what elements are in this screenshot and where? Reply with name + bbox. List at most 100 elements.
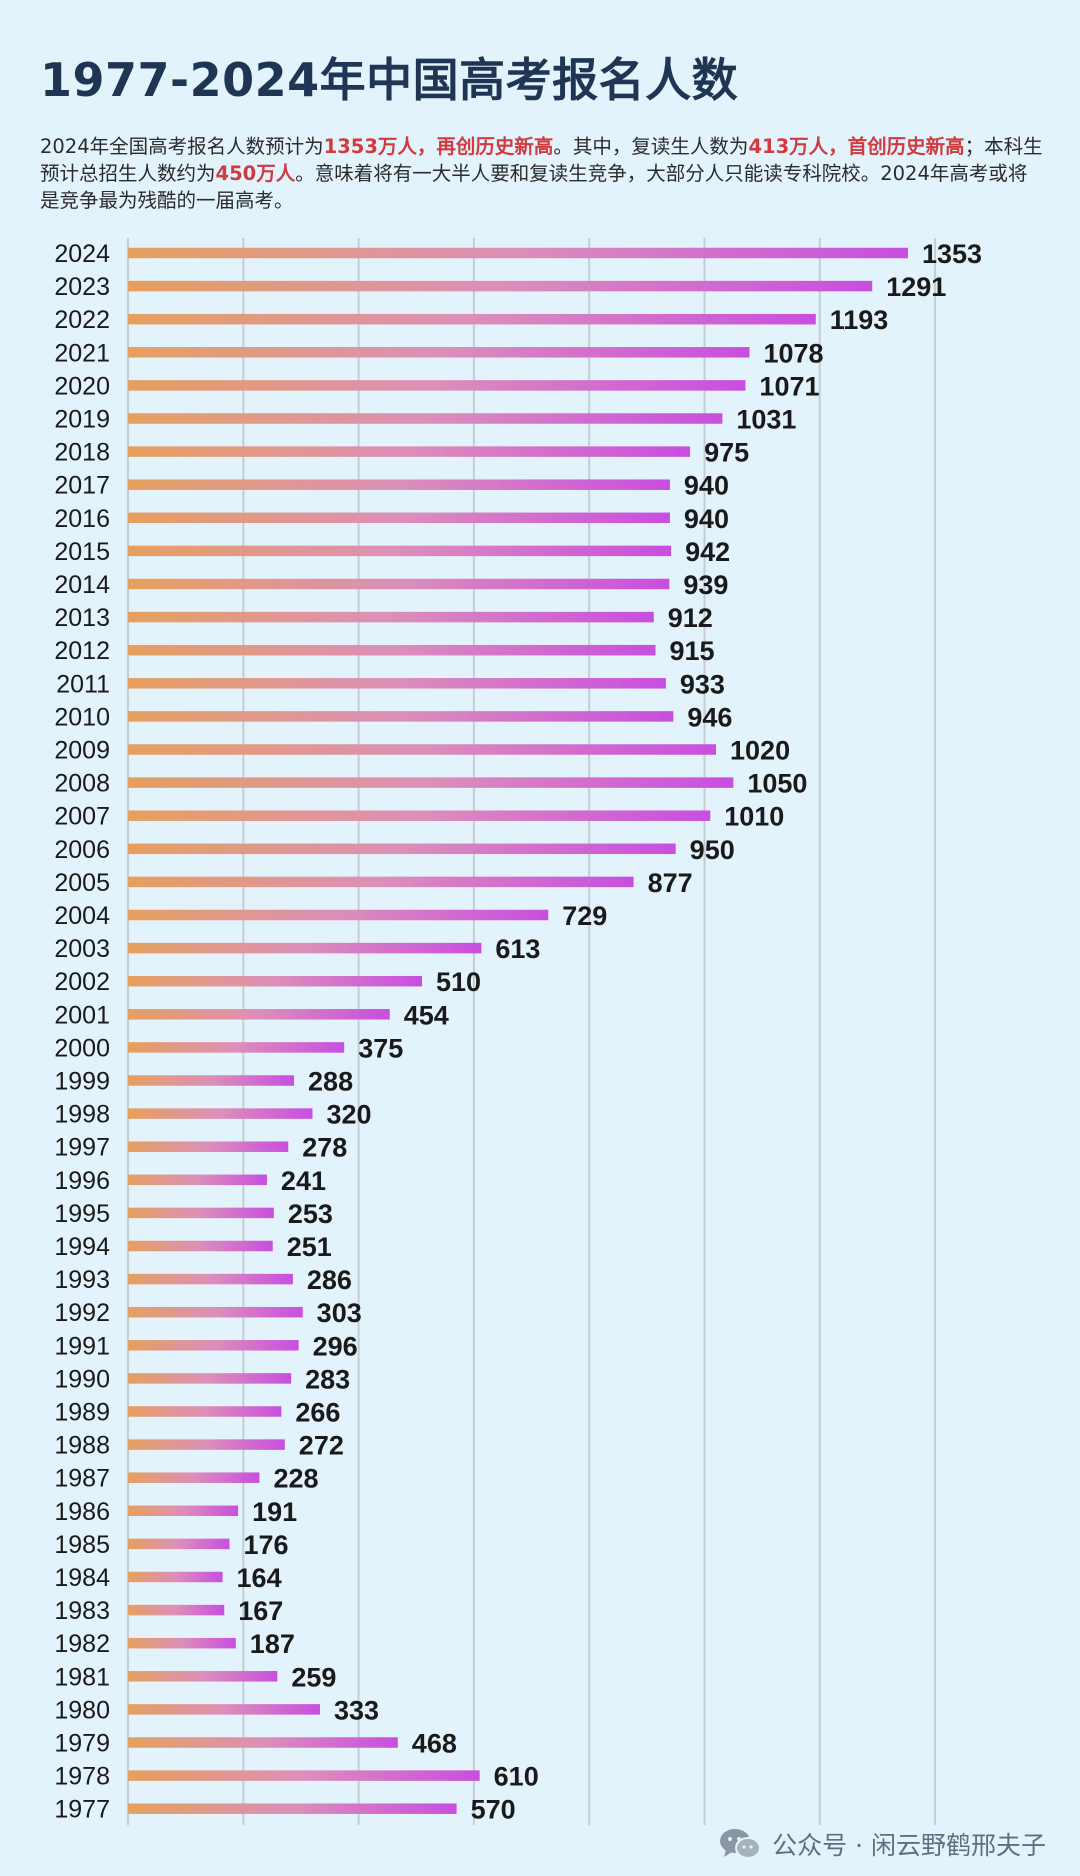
- value-label: 241: [281, 1166, 326, 1196]
- value-label: 266: [295, 1398, 340, 1428]
- bar-2013: [128, 611, 654, 623]
- tick-label: 1978: [54, 1763, 110, 1791]
- subtitle-highlight: 413万人，首创历史新高: [748, 135, 965, 158]
- bar-1985: [128, 1538, 230, 1550]
- bar-2001: [128, 1009, 390, 1020]
- tick-label: 1984: [54, 1564, 110, 1592]
- tick-label: 2016: [54, 505, 110, 533]
- labels: 2024 1353 2023 1291 2022 1193 2021 1078 2020 1071…: [54, 239, 982, 1825]
- bar-1990: [128, 1373, 292, 1384]
- bars: [128, 247, 909, 1814]
- value-label: 283: [305, 1364, 350, 1394]
- subtitle-text: 2024年全国高考报名人数预计为: [40, 135, 324, 158]
- tick-label: 2009: [54, 737, 110, 765]
- tick-label: 1994: [54, 1233, 110, 1261]
- tick-label: 2014: [54, 571, 110, 599]
- bar-2002: [128, 975, 423, 987]
- value-label: 1071: [759, 371, 819, 401]
- value-label: 915: [669, 636, 714, 666]
- gridlines: [127, 238, 937, 1825]
- value-label: 296: [313, 1331, 358, 1361]
- value-label: 253: [288, 1199, 333, 1229]
- value-label: 940: [684, 504, 729, 534]
- tick-label: 1993: [54, 1266, 110, 1294]
- bar-1982: [128, 1637, 236, 1649]
- value-label: 1010: [724, 802, 784, 832]
- tick-label: 1999: [54, 1068, 110, 1096]
- value-label: 940: [684, 471, 729, 501]
- tick-label: 2005: [54, 869, 110, 897]
- bar-2009: [128, 744, 717, 755]
- bar-2003: [128, 942, 482, 954]
- tick-label: 2018: [54, 439, 110, 467]
- value-label: 333: [334, 1695, 379, 1725]
- value-label: 946: [687, 702, 732, 732]
- value-label: 975: [704, 438, 749, 468]
- bar-1996: [128, 1174, 267, 1186]
- value-label: 191: [252, 1497, 297, 1527]
- tick-label: 2004: [54, 902, 110, 930]
- bar-2007: [128, 810, 711, 821]
- value-label: 729: [562, 901, 607, 931]
- tick-label: 2013: [54, 604, 110, 632]
- value-label: 942: [685, 537, 730, 567]
- tick-label: 2000: [54, 1034, 110, 1062]
- value-label: 1031: [736, 405, 796, 435]
- tick-label: 1979: [54, 1730, 110, 1758]
- bar-1986: [128, 1505, 239, 1517]
- page-title: 1977-2024年中国高考报名人数: [40, 53, 739, 107]
- tick-label: 1997: [54, 1134, 110, 1162]
- bar-1999: [128, 1075, 295, 1086]
- tick-label: 1992: [54, 1299, 110, 1327]
- bar-1984: [128, 1571, 223, 1583]
- bar-1987: [128, 1472, 260, 1483]
- bar-2010: [128, 711, 674, 722]
- subtitle-highlight: 1353万人，再创历史新高: [323, 135, 554, 158]
- bar-1992: [128, 1306, 303, 1318]
- bar-2021: [128, 347, 750, 358]
- tick-label: 1991: [54, 1332, 110, 1360]
- bar-1983: [128, 1604, 225, 1616]
- wechat-icon: [720, 1829, 762, 1859]
- bar-1988: [128, 1439, 285, 1450]
- bar-2005: [128, 876, 634, 888]
- tick-label: 1987: [54, 1465, 110, 1493]
- value-label: 228: [273, 1464, 318, 1494]
- tick-label: 1985: [54, 1531, 110, 1559]
- tick-label: 2002: [54, 968, 110, 996]
- bar-1994: [128, 1240, 273, 1252]
- tick-label: 1982: [54, 1630, 110, 1658]
- tick-label: 2020: [54, 372, 110, 400]
- bar-1997: [128, 1141, 289, 1152]
- subtitle-text: ；本科生预计总招生人数约为: [40, 135, 1043, 185]
- tick-label: 2022: [54, 306, 110, 334]
- value-label: 613: [495, 934, 540, 964]
- value-label: 1353: [922, 239, 982, 269]
- tick-label: 2007: [54, 803, 110, 831]
- tick-label: 1983: [54, 1597, 110, 1625]
- value-label: 570: [471, 1795, 516, 1825]
- value-label: 286: [307, 1265, 352, 1295]
- value-label: 167: [238, 1596, 283, 1626]
- bar-2008: [128, 777, 734, 788]
- bar-2012: [128, 644, 656, 656]
- tick-label: 2011: [56, 670, 110, 698]
- bar-2020: [128, 380, 746, 391]
- value-label: 912: [668, 603, 713, 633]
- tick-label: 2003: [54, 935, 110, 963]
- value-label: 251: [287, 1232, 332, 1262]
- tick-label: 2008: [54, 770, 110, 798]
- tick-label: 2017: [54, 472, 110, 500]
- tick-label: 2021: [54, 339, 110, 367]
- tick-label: 1989: [54, 1399, 110, 1427]
- bar-2004: [128, 909, 549, 921]
- tick-label: 2019: [54, 406, 110, 434]
- value-label: 164: [237, 1563, 282, 1593]
- tick-label: 1998: [54, 1101, 110, 1129]
- value-label: 259: [291, 1662, 336, 1692]
- tick-label: 1990: [54, 1365, 110, 1393]
- value-label: 288: [308, 1067, 353, 1097]
- tick-label: 1981: [54, 1663, 110, 1691]
- value-label: 877: [648, 868, 693, 898]
